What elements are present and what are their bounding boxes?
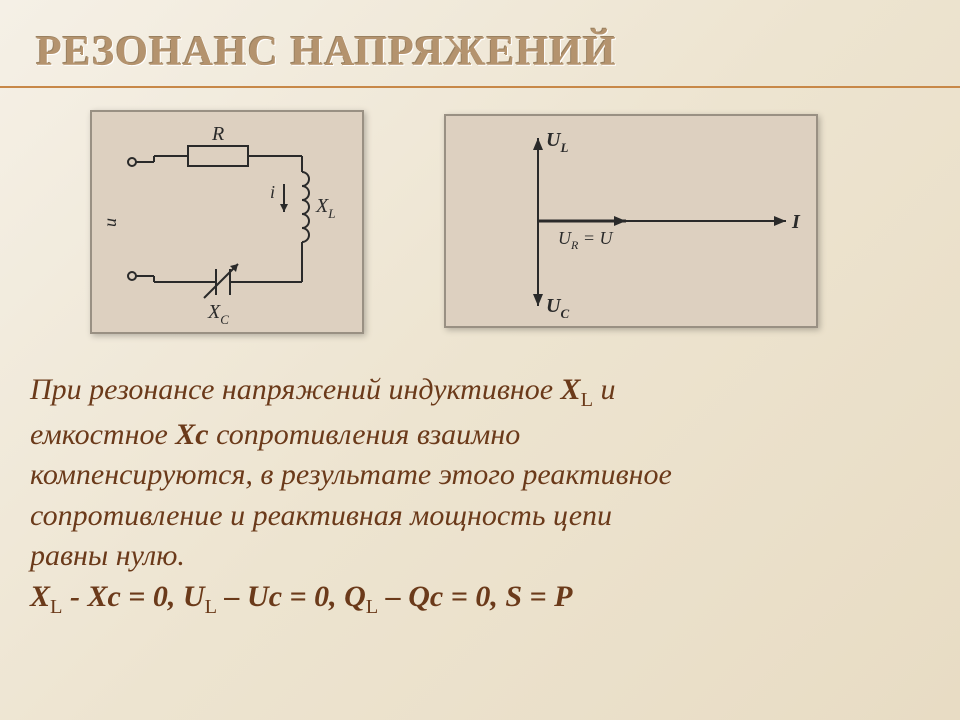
label-u: u bbox=[100, 218, 120, 227]
label-UL-sub: L bbox=[559, 140, 568, 155]
label-XL-sub: L bbox=[327, 206, 335, 221]
label-XL: X bbox=[315, 195, 329, 217]
body-paragraph: При резонансе напряжений индуктивное ХL … bbox=[30, 370, 930, 621]
title-underline bbox=[0, 86, 960, 88]
circuit-diagram: R XL XC i u bbox=[90, 110, 364, 334]
figures-row: R XL XC i u bbox=[90, 110, 870, 340]
p-xl-sub: L bbox=[581, 389, 593, 411]
svg-text:UR = U: UR = U bbox=[558, 228, 614, 252]
phasor-diagram: UL UC UR = U I bbox=[444, 114, 818, 328]
p-line2a: емкостное bbox=[30, 418, 175, 451]
phasor-svg: UL UC UR = U I bbox=[446, 116, 816, 326]
slide-title: РЕЗОНАНС НАПРЯЖЕНИЙ bbox=[36, 28, 617, 76]
p-line1b: и bbox=[593, 373, 616, 406]
f-a: Х bbox=[30, 580, 50, 613]
svg-text:XL: XL bbox=[315, 195, 335, 221]
p-line3: компенсируются, в результате этого реакт… bbox=[30, 458, 672, 491]
label-U: U bbox=[600, 228, 614, 248]
slide-root: РЕЗОНАНС НАПРЯЖЕНИЙ bbox=[0, 0, 960, 720]
p-line2b: сопротивления взаимно bbox=[209, 418, 521, 451]
label-XC: X bbox=[207, 301, 221, 323]
f-d: – Qс = 0, S = P bbox=[378, 580, 572, 613]
p-xc: Хс bbox=[175, 418, 208, 451]
label-I: I bbox=[791, 211, 801, 233]
f-a-sub: L bbox=[50, 596, 62, 618]
p-line5: равны нулю. bbox=[30, 539, 185, 572]
label-i: i bbox=[270, 182, 275, 202]
f-b: - Хс = 0, U bbox=[62, 580, 204, 613]
p-line1a: При резонансе напряжений индуктивное bbox=[30, 373, 561, 406]
p-line4: сопротивление и реактивная мощность цепи bbox=[30, 499, 612, 532]
formula-line: ХL - Хс = 0, UL – Uс = 0, QL – Qс = 0, S… bbox=[30, 580, 572, 613]
svg-text:UL: UL bbox=[546, 129, 568, 155]
f-c: – Uс = 0, Q bbox=[217, 580, 366, 613]
svg-text:UC: UC bbox=[546, 295, 569, 321]
p-xl: Х bbox=[561, 373, 581, 406]
circuit-svg: R XL XC i u bbox=[92, 112, 362, 332]
label-UC-sub: C bbox=[560, 306, 569, 321]
f-c-sub: L bbox=[366, 596, 378, 618]
f-b-sub: L bbox=[205, 596, 217, 618]
label-UR: U bbox=[558, 228, 572, 248]
label-XC-sub: C bbox=[220, 312, 229, 327]
label-R: R bbox=[211, 123, 224, 145]
svg-text:XC: XC bbox=[207, 301, 229, 327]
